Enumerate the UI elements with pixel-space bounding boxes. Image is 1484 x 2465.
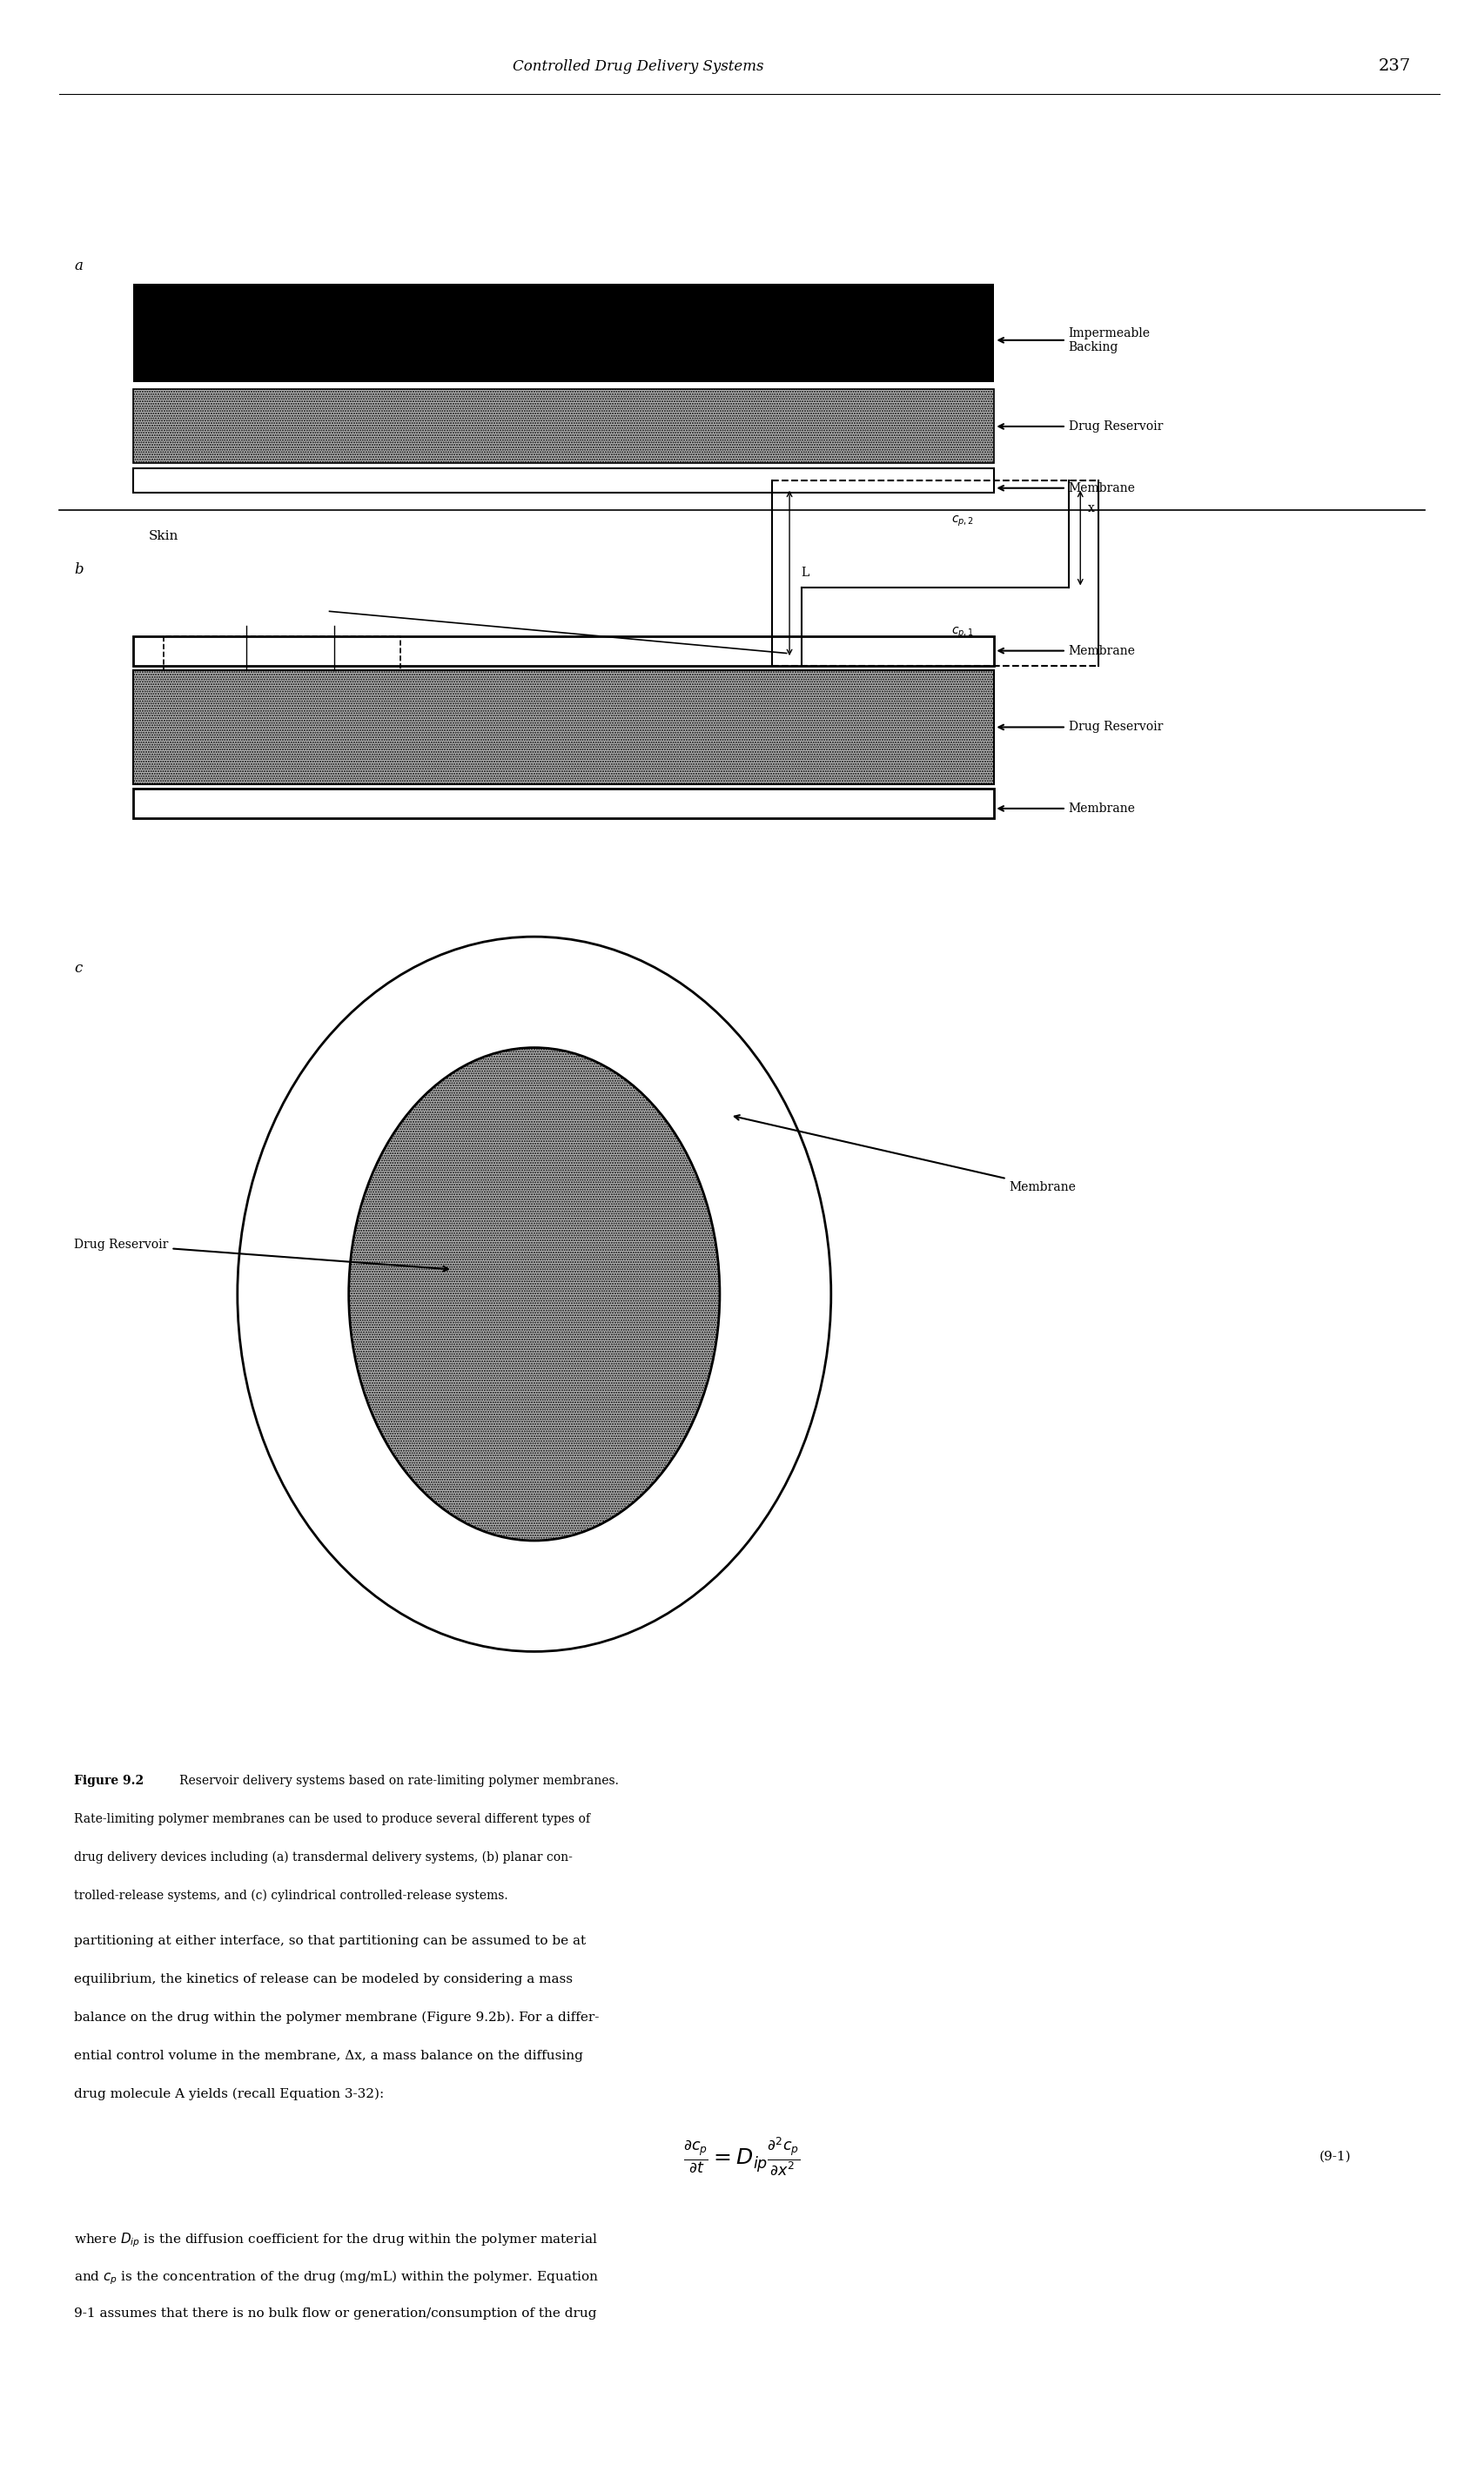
Text: equilibrium, the kinetics of release can be modeled by considering a mass: equilibrium, the kinetics of release can… (74, 1972, 573, 1984)
Bar (134, 468, 994, 493)
Text: $\frac{\partial c_p}{\partial t} = D_{ip}\frac{\partial^2 c_p}{\partial x^2}$: $\frac{\partial c_p}{\partial t} = D_{ip… (684, 2135, 800, 2179)
Text: Impermeable
Backing: Impermeable Backing (999, 328, 1150, 352)
Bar (134, 670, 994, 784)
Bar (134, 389, 994, 463)
Text: 237: 237 (1379, 59, 1411, 74)
Text: Drug Reservoir: Drug Reservoir (74, 1240, 448, 1272)
Text: Controlled Drug Delivery Systems: Controlled Drug Delivery Systems (512, 59, 764, 74)
Text: Figure 9.2: Figure 9.2 (74, 1775, 144, 1787)
Text: Membrane: Membrane (999, 804, 1135, 813)
Text: ential control volume in the membrane, Δx, a mass balance on the diffusing: ential control volume in the membrane, Δ… (74, 2051, 583, 2061)
Text: Membrane: Membrane (999, 483, 1135, 493)
Ellipse shape (349, 1048, 720, 1541)
Text: Reservoir delivery systems based on rate-limiting polymer membranes.: Reservoir delivery systems based on rate… (168, 1775, 619, 1787)
Text: 9-1 assumes that there is no bulk flow or generation/consumption of the drug: 9-1 assumes that there is no bulk flow o… (74, 2307, 597, 2320)
Text: Skin: Skin (148, 530, 178, 542)
Text: x: x (1088, 503, 1095, 515)
Text: Membrane: Membrane (999, 646, 1135, 656)
Text: Drug Reservoir: Drug Reservoir (999, 722, 1163, 732)
Text: $c_{p,1}$: $c_{p,1}$ (951, 626, 974, 638)
Text: Membrane: Membrane (735, 1114, 1076, 1193)
Bar (134, 283, 994, 382)
Text: (9-1): (9-1) (1319, 2152, 1352, 2162)
Text: L: L (801, 567, 809, 579)
Text: drug delivery devices including (a) transdermal delivery systems, (b) planar con: drug delivery devices including (a) tran… (74, 1851, 573, 1864)
Text: $c_{p,2}$: $c_{p,2}$ (951, 515, 974, 528)
Text: b: b (74, 562, 83, 577)
Bar (134, 636, 994, 666)
Bar (134, 789, 994, 818)
Text: partitioning at either interface, so that partitioning can be assumed to be at: partitioning at either interface, so tha… (74, 1935, 586, 1947)
Text: trolled-release systems, and (c) cylindrical controlled-release systems.: trolled-release systems, and (c) cylindr… (74, 1888, 508, 1903)
Text: Rate-limiting polymer membranes can be used to produce several different types o: Rate-limiting polymer membranes can be u… (74, 1814, 591, 1824)
Text: a: a (74, 259, 83, 274)
Text: drug molecule A yields (recall Equation 3-32):: drug molecule A yields (recall Equation … (74, 2088, 384, 2100)
Text: c: c (74, 961, 82, 976)
Text: Drug Reservoir: Drug Reservoir (999, 422, 1163, 431)
Text: and $c_p$ is the concentration of the drug (mg/mL) within the polymer. Equation: and $c_p$ is the concentration of the dr… (74, 2268, 600, 2288)
Text: balance on the drug within the polymer membrane (Figure 9.2b). For a differ-: balance on the drug within the polymer m… (74, 2011, 600, 2024)
Ellipse shape (237, 937, 831, 1652)
Text: where $D_{ip}$ is the diffusion coefficient for the drug within the polymer mate: where $D_{ip}$ is the diffusion coeffici… (74, 2231, 598, 2248)
